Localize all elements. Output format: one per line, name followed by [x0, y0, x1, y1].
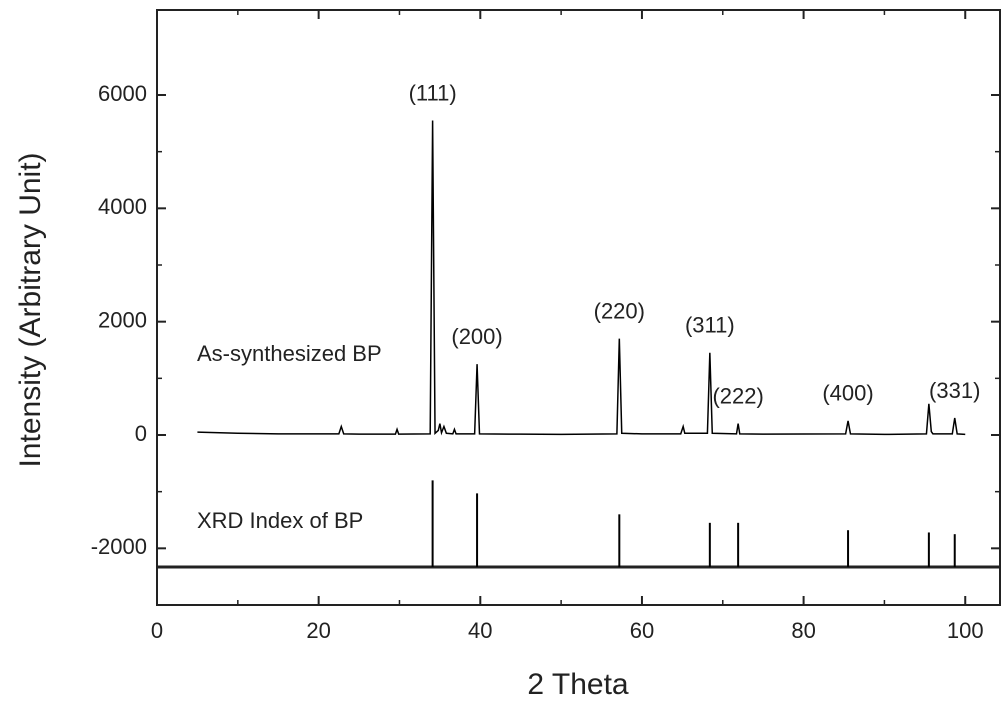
- xrd-pattern: [197, 120, 966, 436]
- peak-label: (331): [929, 378, 980, 403]
- peak-label: (200): [451, 324, 502, 349]
- peak-label: (400): [822, 381, 873, 406]
- y-tick-label: 4000: [98, 194, 147, 219]
- x-tick-label: 40: [468, 618, 492, 643]
- x-tick-label: 60: [630, 618, 654, 643]
- x-tick-label: 100: [947, 618, 984, 643]
- series-label: XRD Index of BP: [197, 508, 363, 533]
- x-tick-label: 0: [151, 618, 163, 643]
- peak-label: (222): [712, 383, 763, 408]
- y-tick-label: -2000: [91, 534, 147, 559]
- peak-label: (311): [685, 313, 735, 338]
- y-axis-label: Intensity (Arbitrary Unit): [14, 152, 47, 467]
- plot-frame: [156, 9, 1001, 606]
- y-tick-label: 2000: [98, 307, 147, 332]
- x-tick-label: 80: [791, 618, 815, 643]
- y-tick-label: 6000: [98, 81, 147, 106]
- series-label: As-synthesized BP: [197, 341, 382, 366]
- x-axis-label: 2 Theta: [527, 668, 629, 701]
- peak-label: (220): [594, 298, 645, 323]
- y-tick-label: 0: [135, 421, 147, 446]
- peak-label: (111): [409, 80, 457, 105]
- x-tick-label: 20: [306, 618, 330, 643]
